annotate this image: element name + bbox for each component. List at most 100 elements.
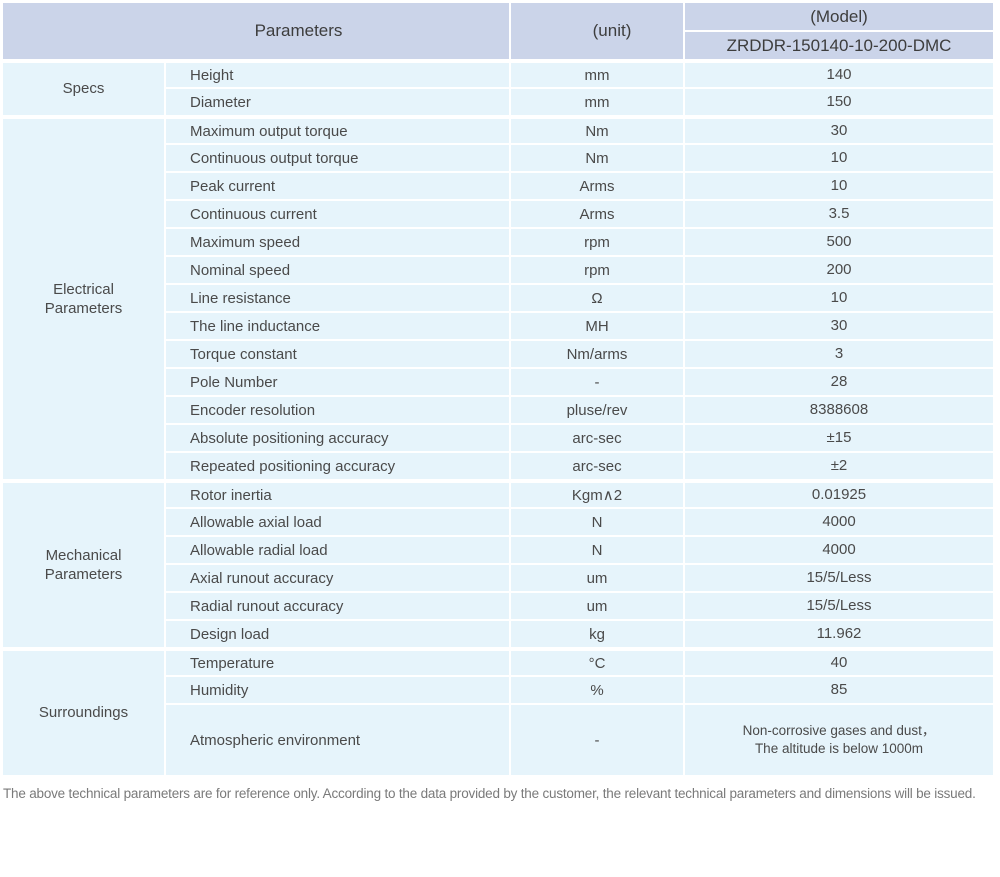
unit-cell: rpm bbox=[511, 257, 685, 285]
unit-cell: um bbox=[511, 593, 685, 621]
table-row: Allowable radial load N 4000 bbox=[3, 537, 993, 565]
spec-table: Parameters (unit) (Model) ZRDDR-150140-1… bbox=[3, 3, 993, 777]
unit-cell: Nm/arms bbox=[511, 341, 685, 369]
unit-cell: Arms bbox=[511, 201, 685, 229]
parameter-cell: Rotor inertia bbox=[166, 481, 511, 509]
value-cell: 10 bbox=[685, 145, 993, 173]
parameter-cell: Continuous output torque bbox=[166, 145, 511, 173]
value-cell: 0.01925 bbox=[685, 481, 993, 509]
parameter-cell: Repeated positioning accuracy bbox=[166, 453, 511, 481]
value-cell: 15/5/Less bbox=[685, 565, 993, 593]
unit-cell: - bbox=[511, 705, 685, 777]
table-row: Absolute positioning accuracy arc-sec ±15 bbox=[3, 425, 993, 453]
parameters-header: Parameters bbox=[3, 3, 511, 61]
table-row: Maximum speed rpm 500 bbox=[3, 229, 993, 257]
unit-cell: Ω bbox=[511, 285, 685, 313]
parameter-cell: Allowable radial load bbox=[166, 537, 511, 565]
footer-note: The above technical parameters are for r… bbox=[3, 786, 976, 801]
unit-cell: Arms bbox=[511, 173, 685, 201]
table-row: Specs Height mm 140 bbox=[3, 61, 993, 117]
parameter-cell: Peak current bbox=[166, 173, 511, 201]
group-name-cell: Mechanical Parameters bbox=[3, 481, 166, 649]
parameter-cell: Atmospheric environment bbox=[166, 705, 511, 777]
unit-cell: N bbox=[511, 509, 685, 537]
table-row: Allowable axial load N 4000 bbox=[3, 509, 993, 537]
parameter-cell: Allowable axial load bbox=[166, 509, 511, 537]
spec-sheet-page: Parameters (unit) (Model) ZRDDR-150140-1… bbox=[3, 3, 993, 801]
table-row: Continuous current Arms 3.5 bbox=[3, 201, 993, 229]
value-cell: 15/5/Less bbox=[685, 593, 993, 621]
value-cell: 10 bbox=[685, 173, 993, 201]
unit-cell: - bbox=[511, 369, 685, 397]
table-row: Peak current Arms 10 bbox=[3, 173, 993, 201]
value-cell: 150 bbox=[685, 89, 993, 117]
parameter-cell: The line inductance bbox=[166, 313, 511, 341]
spec-table-header: Parameters (unit) (Model) ZRDDR-150140-1… bbox=[3, 3, 993, 61]
unit-cell: rpm bbox=[511, 229, 685, 257]
parameter-cell: Height bbox=[166, 61, 511, 89]
table-row: Electrical Parameters Maximum output torq… bbox=[3, 117, 993, 481]
value-cell: 200 bbox=[685, 257, 993, 285]
table-row: Atmospheric environment - Non-corrosive ga… bbox=[3, 705, 993, 777]
unit-cell: mm bbox=[511, 89, 685, 117]
table-row: Humidity% 85 bbox=[3, 677, 993, 705]
value-cell: 40 bbox=[685, 649, 993, 677]
unit-cell: pluse/rev bbox=[511, 397, 685, 425]
parameter-cell: Pole Number bbox=[166, 369, 511, 397]
unit-cell: arc-sec bbox=[511, 425, 685, 453]
value-cell: 4000 bbox=[685, 537, 993, 565]
unit-cell: MH bbox=[511, 313, 685, 341]
table-row: Surroundings Temperature °C 40 bbox=[3, 649, 993, 777]
unit-header: (unit) bbox=[511, 3, 685, 61]
header-row-model: Parameters (unit) (Model) bbox=[3, 3, 993, 61]
value-cell: 3 bbox=[685, 341, 993, 369]
parameter-cell: Absolute positioning accuracy bbox=[166, 425, 511, 453]
parameter-cell: Nominal speed bbox=[166, 257, 511, 285]
table-row: Pole Number -28 bbox=[3, 369, 993, 397]
unit-cell: N bbox=[511, 537, 685, 565]
parameter-cell: Humidity bbox=[166, 677, 511, 705]
table-row: The line inductance MH 30 bbox=[3, 313, 993, 341]
value-cell: 30 bbox=[685, 313, 993, 341]
model-header: (Model) bbox=[685, 3, 993, 32]
value-cell: 10 bbox=[685, 285, 993, 313]
table-row: Radial runout accuracy um 15/5/Less bbox=[3, 593, 993, 621]
unit-cell: Nm bbox=[511, 145, 685, 173]
table-row: Design load kg 11.962 bbox=[3, 621, 993, 649]
parameter-cell: Continuous current bbox=[166, 201, 511, 229]
parameter-cell: Temperature bbox=[166, 649, 511, 677]
unit-cell: Kgm∧2 bbox=[511, 481, 685, 509]
table-row: Continuous output torque Nm 10 bbox=[3, 145, 993, 173]
table-row: Torque constant Nm/arms 3 bbox=[3, 341, 993, 369]
spec-table-body: Specs Height mm 140 Diameter mm 150 Electrical … bbox=[3, 61, 993, 777]
unit-cell: mm bbox=[511, 61, 685, 89]
value-cell: 11.962 bbox=[685, 621, 993, 649]
value-cell: 500 bbox=[685, 229, 993, 257]
table-row: Encoder resolution pluse/rev 8388608 bbox=[3, 397, 993, 425]
table-row: Axial runout accuracy um 15/5/Less bbox=[3, 565, 993, 593]
group-name-cell: Surroundings bbox=[3, 649, 166, 777]
table-row: Mechanical Parameters Rotor inertia Kgm∧2 0… bbox=[3, 481, 993, 649]
value-cell: ±15 bbox=[685, 425, 993, 453]
parameter-cell: Encoder resolution bbox=[166, 397, 511, 425]
unit-cell: arc-sec bbox=[511, 453, 685, 481]
value-cell: 140 bbox=[685, 61, 993, 89]
parameter-cell: Design load bbox=[166, 621, 511, 649]
parameter-cell: Diameter bbox=[166, 89, 511, 117]
table-row: Line resistance Ω 10 bbox=[3, 285, 993, 313]
header-row-model-name: ZRDDR-150140-10-200-DMC bbox=[3, 32, 993, 61]
unit-cell: °C bbox=[511, 649, 685, 677]
value-cell: 30 bbox=[685, 117, 993, 145]
group-name-cell: Electrical Parameters bbox=[3, 117, 166, 481]
table-row: Diameter mm 150 bbox=[3, 89, 993, 117]
parameter-cell: Maximum output torque bbox=[166, 117, 511, 145]
unit-cell: um bbox=[511, 565, 685, 593]
parameter-cell: Torque constant bbox=[166, 341, 511, 369]
parameter-cell: Radial runout accuracy bbox=[166, 593, 511, 621]
unit-cell: kg bbox=[511, 621, 685, 649]
value-cell: ±2 bbox=[685, 453, 993, 481]
value-cell: 4000 bbox=[685, 509, 993, 537]
model-name: ZRDDR-150140-10-200-DMC bbox=[685, 32, 993, 61]
unit-cell: % bbox=[511, 677, 685, 705]
parameter-cell: Line resistance bbox=[166, 285, 511, 313]
